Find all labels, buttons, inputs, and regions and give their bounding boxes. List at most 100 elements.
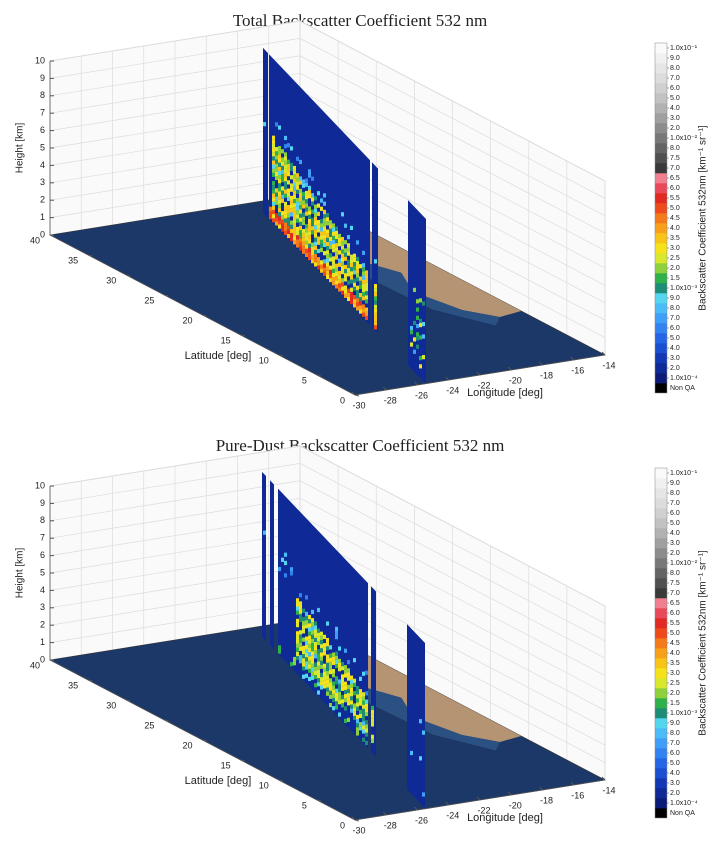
x-tick (445, 801, 450, 806)
curtain-cell (335, 630, 338, 636)
curtain-cell (344, 689, 347, 695)
curtain-cell (287, 217, 290, 222)
curtain-cell (356, 277, 359, 282)
curtain-cell (344, 248, 347, 253)
x-tick-label: -20 (509, 375, 522, 385)
colorbar-segment (655, 73, 667, 84)
curtain-cell (344, 293, 347, 298)
curtain-cell (338, 258, 341, 263)
curtain-cell (284, 144, 287, 149)
curtain-cell (371, 705, 374, 711)
curtain-cell (323, 634, 326, 640)
curtain-cell (356, 731, 359, 736)
curtain-cell (362, 729, 365, 734)
curtain-cell (287, 180, 290, 185)
y-tick (88, 254, 93, 257)
colorbar-nodata (655, 808, 667, 818)
curtain-cell (281, 557, 284, 562)
curtain-cell (374, 312, 377, 318)
curtain-cell (314, 666, 317, 671)
curtain-cell (329, 224, 332, 229)
curtain-cell (272, 201, 275, 206)
curtain-cell (302, 645, 305, 650)
curtain-cell (284, 156, 287, 161)
curtain-cell (299, 205, 302, 210)
colorbar-segment (655, 508, 667, 519)
curtain-cell (356, 302, 359, 307)
colorbar-tick-label: 5.0 (670, 205, 680, 212)
colorbar-segment (655, 253, 667, 264)
curtain-cell (311, 634, 314, 639)
x-tick-label: -30 (352, 825, 365, 835)
curtain-cell (275, 171, 278, 176)
curtain-cell (344, 256, 347, 261)
curtain-cell (335, 680, 338, 685)
curtain-cell (317, 665, 320, 670)
colorbar-segment (655, 373, 667, 384)
curtain-cell (344, 673, 347, 678)
y-axis-label: Latitude [deg] (185, 775, 252, 787)
curtain-cell (359, 689, 362, 694)
colorbar-segment (655, 43, 667, 54)
curtain-cell (314, 654, 317, 659)
colorbar-tick-label: 5.0 (670, 520, 680, 527)
curtain-cell (335, 263, 338, 268)
colorbar-segment (655, 598, 667, 609)
curtain-cell (299, 201, 302, 206)
curtain-cell (299, 646, 302, 651)
curtain-cell (353, 253, 356, 258)
curtain-cell (365, 299, 368, 304)
y-tick-label: 5 (302, 375, 307, 385)
curtain-cell (350, 708, 353, 713)
curtain-cell (284, 573, 287, 578)
x-tick-label: -14 (602, 785, 615, 795)
curtain-cell (305, 636, 308, 641)
curtain-cell (350, 254, 353, 259)
curtain-cell (308, 239, 311, 244)
x-tick (445, 376, 450, 381)
colorbar-tick-label: 1.0x10⁻³ (670, 285, 698, 292)
curtain-cell (344, 289, 347, 294)
curtain-cell (308, 619, 311, 624)
curtain-cell (323, 271, 326, 276)
curtain-cell (287, 233, 290, 239)
curtain-cell (308, 614, 311, 620)
colorbar-tick-label: 3.0 (670, 780, 680, 787)
curtain-cell (356, 256, 359, 262)
curtain-cell (359, 280, 362, 285)
curtain-cell (284, 206, 287, 211)
curtain-cell (296, 635, 299, 640)
curtain-cell (332, 272, 335, 278)
curtain-cell (374, 317, 377, 322)
curtain-cell (308, 656, 311, 661)
curtain-cell (353, 711, 356, 716)
curtain-cell (344, 277, 347, 282)
curtain-cell (284, 552, 287, 557)
curtain-cell (338, 695, 341, 701)
curtain-cell (296, 226, 299, 232)
curtain-cell (278, 195, 281, 200)
curtain-cell (311, 626, 314, 631)
curtain-cell (353, 682, 356, 688)
curtain-cell (296, 631, 299, 636)
curtain-cell (419, 356, 422, 361)
curtain-cell (308, 623, 311, 628)
curtain-cell (278, 212, 281, 217)
curtain-cell (350, 675, 353, 680)
curtain-cell (305, 178, 308, 183)
curtain-cell (341, 253, 344, 258)
curtain-cell (332, 268, 335, 273)
curtain-cell (296, 197, 299, 203)
curtain-cell (347, 263, 350, 269)
curtain-cell (323, 251, 326, 256)
colorbar-tick-label: 5.0 (670, 335, 680, 342)
curtain-cell (323, 267, 326, 272)
curtain-cell (332, 260, 335, 265)
curtain-cell (278, 645, 281, 650)
curtain-cell (359, 713, 362, 719)
curtain-cell (293, 178, 296, 183)
x-tick (507, 791, 512, 796)
curtain-cell (329, 694, 332, 699)
y-tick-label: 15 (221, 760, 231, 770)
curtain-cell (329, 232, 332, 237)
